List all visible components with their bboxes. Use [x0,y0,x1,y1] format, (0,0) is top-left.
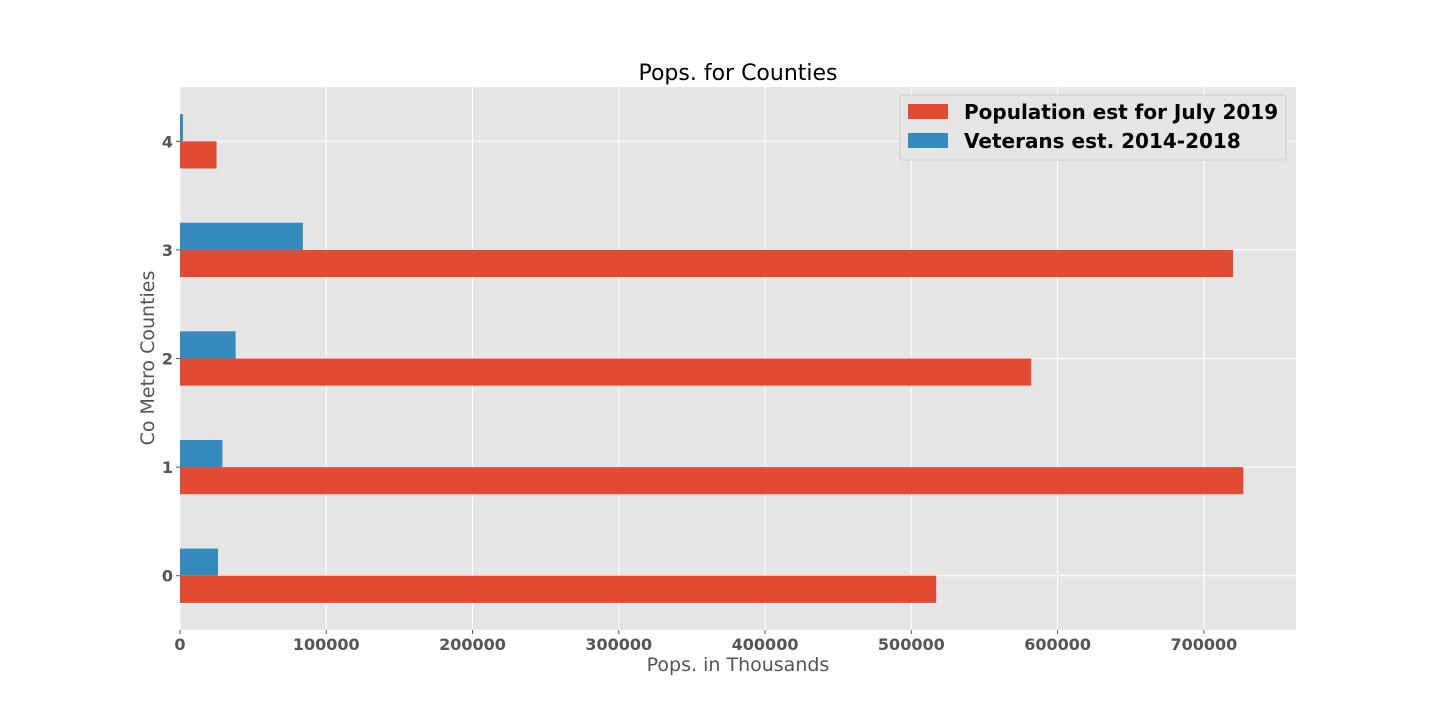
y-tick-label: 2 [162,350,173,369]
x-tick-label: 0 [174,635,185,654]
bar-veterans-3 [180,222,303,250]
y-tick-label: 3 [162,241,173,260]
x-tick-label: 300000 [585,635,652,654]
bar-population-0 [180,575,937,603]
bar-veterans-4 [180,114,183,142]
chart-title: Pops. for Counties [638,61,837,86]
legend: Population est for July 2019 Veterans es… [899,94,1287,161]
y-axis-label: Co Metro Counties [137,271,159,446]
bars [180,114,1244,603]
bar-population-3 [180,249,1234,278]
legend-box [899,94,1287,161]
y-tick-label: 1 [162,458,173,477]
bar-population-4 [180,141,217,169]
y-tick-label: 4 [162,132,173,151]
x-axis-label: Pops. in Thousands [647,654,830,676]
ticks: 0 100000 200000 300000 400000 500000 600000 700… [162,132,1237,654]
x-tick-label: 600000 [1024,635,1091,654]
x-tick-label: 400000 [732,635,799,654]
x-tick-label: 100000 [293,635,360,654]
legend-label-population: Population est for July 2019 [964,100,1278,124]
x-tick-label: 200000 [439,635,506,654]
legend-label-veterans: Veterans est. 2014-2018 [964,129,1241,153]
x-tick-label: 700000 [1170,635,1237,654]
x-tick-label: 500000 [878,635,945,654]
y-tick-label: 0 [162,567,173,586]
bar-veterans-1 [180,439,223,468]
bar-veterans-2 [180,331,236,359]
legend-swatch-population [908,104,948,119]
bar-veterans-0 [180,548,219,576]
bar-population-1 [180,467,1244,495]
bar-population-2 [180,358,1032,386]
legend-swatch-veterans [908,133,948,148]
